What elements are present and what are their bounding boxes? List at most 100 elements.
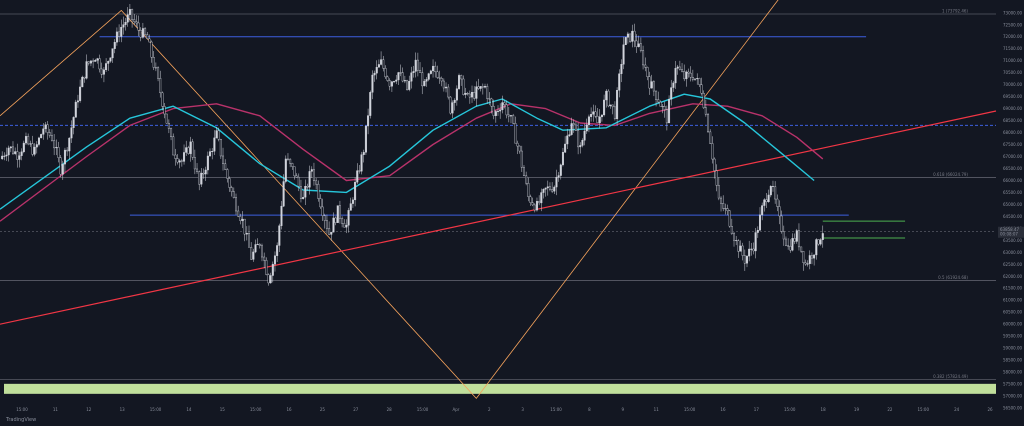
candle-body [219,139,222,157]
candle [780,210,783,234]
candle-body [494,111,497,116]
candle-body [681,69,684,72]
candle-body [35,144,38,148]
candle-body [648,76,651,89]
price-tick-label: 59000.00 [1003,346,1023,351]
price-tick-label: 71000.00 [1003,58,1023,63]
candle-body [364,125,367,153]
candle [282,174,285,208]
candle-body [48,132,51,136]
candle-body [564,143,567,153]
candle [176,154,179,165]
candle-body [377,64,380,68]
candle-body [774,186,777,200]
candle [410,66,413,89]
candle [503,100,506,109]
time-tick-label: 15:00 [16,407,28,412]
candle-body [590,114,593,117]
candle-body [776,198,779,207]
price-tick-label: 66500.00 [1003,166,1023,171]
candle-body [354,181,357,201]
candle [152,51,155,71]
candle-body [763,199,766,206]
candle-body [235,197,238,212]
candle-body [683,70,686,80]
candle [159,70,162,98]
candle-body [403,80,406,82]
candle [735,236,738,246]
candle-body [445,86,448,89]
candle [819,238,822,246]
price-tick-label: 63500.00 [1003,238,1023,243]
price-box-countdown: 00:08:07 [1000,232,1018,237]
candle [157,66,160,82]
time-tick-label: 19 [854,407,860,412]
candle-body [317,183,320,199]
candle-body [276,245,279,256]
candle-body [63,149,66,165]
candle-body [24,136,27,144]
candle [5,147,8,161]
candle [713,157,716,179]
candle [74,99,77,118]
time-tick-label: 3 [521,407,524,412]
candle [436,65,439,79]
candle [397,71,400,85]
candle-body [416,59,419,71]
candle [737,239,740,258]
candle [652,80,655,97]
candle-body [72,117,75,128]
candle [338,200,341,224]
candle [167,119,170,134]
candle [769,185,772,198]
candle-body [284,158,287,182]
candle [527,177,530,202]
candle-body [642,50,645,66]
candle [633,23,636,48]
candle [170,127,173,141]
candle [466,91,469,96]
candle [128,3,131,22]
price-tick-label: 68000.00 [1003,130,1023,135]
price-tick-label: 65500.00 [1003,190,1023,195]
indicator-lines [0,0,997,399]
candle-body [157,67,160,79]
time-tick-label: 16 [720,407,726,412]
candle-body [477,86,480,89]
candle [776,194,779,212]
candle [490,97,493,114]
candle-body [40,134,43,139]
candle-body [406,80,409,90]
candle-body [767,194,770,203]
candle-body [678,66,681,70]
candle [683,64,686,82]
time-tick-label: 24 [954,407,960,412]
candle [341,216,344,228]
candle-body [384,68,387,78]
candle-body [135,21,138,24]
candle [328,221,331,236]
candle [113,39,116,54]
candle [672,80,675,92]
candle-body [806,263,809,265]
candle-body [304,186,307,198]
candle [278,223,281,253]
candle-body [646,67,649,77]
candle-body [555,177,558,188]
candle [681,63,684,73]
candle [40,133,43,139]
candle-body [107,60,110,64]
candle-body [345,225,348,228]
candle [48,128,51,138]
candle-body [780,215,783,232]
candle [778,200,781,225]
candle [574,121,577,131]
time-tick-label: 15 [220,407,226,412]
candle-body [202,172,205,175]
candle-body [587,116,590,126]
candle-body [295,175,298,178]
candle [33,143,36,157]
candle-body [269,275,272,284]
candle-body [27,136,30,145]
